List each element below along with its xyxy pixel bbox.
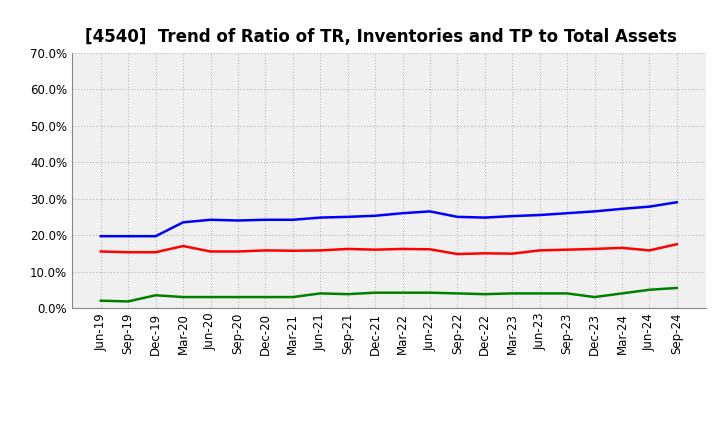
Trade Payables — [645, 287, 654, 293]
Trade Receivables — [151, 249, 160, 255]
Inventories — [261, 217, 270, 222]
Inventories — [426, 209, 434, 214]
Trade Receivables — [206, 249, 215, 254]
Trade Receivables — [371, 247, 379, 252]
Inventories — [289, 217, 297, 222]
Trade Receivables — [233, 249, 242, 254]
Inventories — [343, 214, 352, 220]
Trade Payables — [151, 293, 160, 298]
Inventories — [563, 211, 572, 216]
Line: Trade Receivables: Trade Receivables — [101, 244, 677, 254]
Trade Receivables — [343, 246, 352, 252]
Trade Payables — [508, 291, 516, 296]
Trade Receivables — [398, 246, 407, 252]
Trade Payables — [453, 291, 462, 296]
Inventories — [206, 217, 215, 222]
Inventories — [453, 214, 462, 220]
Trade Payables — [590, 294, 599, 300]
Trade Payables — [261, 294, 270, 300]
Inventories — [151, 234, 160, 239]
Trade Receivables — [480, 251, 489, 256]
Trade Payables — [206, 294, 215, 300]
Trade Payables — [124, 299, 132, 304]
Trade Payables — [316, 291, 325, 296]
Trade Payables — [96, 298, 105, 303]
Trade Receivables — [563, 247, 572, 252]
Trade Payables — [398, 290, 407, 295]
Inventories — [233, 218, 242, 223]
Trade Payables — [289, 294, 297, 300]
Trade Payables — [672, 285, 681, 290]
Inventories — [645, 204, 654, 209]
Line: Trade Payables: Trade Payables — [101, 288, 677, 301]
Inventories — [316, 215, 325, 220]
Trade Receivables — [96, 249, 105, 254]
Trade Payables — [233, 294, 242, 300]
Trade Receivables — [316, 248, 325, 253]
Trade Payables — [618, 291, 626, 296]
Trade Receivables — [672, 242, 681, 247]
Inventories — [672, 200, 681, 205]
Line: Inventories: Inventories — [101, 202, 677, 236]
Trade Receivables — [426, 247, 434, 252]
Trade Receivables — [618, 245, 626, 250]
Inventories — [371, 213, 379, 218]
Trade Payables — [563, 291, 572, 296]
Trade Receivables — [645, 248, 654, 253]
Inventories — [508, 213, 516, 219]
Trade Receivables — [453, 251, 462, 257]
Text: [4540]  Trend of Ratio of TR, Inventories and TP to Total Assets: [4540] Trend of Ratio of TR, Inventories… — [85, 28, 677, 46]
Trade Receivables — [124, 249, 132, 255]
Trade Payables — [343, 292, 352, 297]
Trade Payables — [179, 294, 187, 300]
Trade Payables — [536, 291, 544, 296]
Trade Payables — [371, 290, 379, 295]
Inventories — [96, 234, 105, 239]
Trade Receivables — [179, 243, 187, 249]
Inventories — [179, 220, 187, 225]
Inventories — [590, 209, 599, 214]
Trade Receivables — [261, 248, 270, 253]
Trade Receivables — [536, 248, 544, 253]
Inventories — [124, 234, 132, 239]
Trade Receivables — [508, 251, 516, 257]
Inventories — [618, 206, 626, 212]
Trade Receivables — [289, 248, 297, 253]
Trade Payables — [426, 290, 434, 295]
Inventories — [398, 211, 407, 216]
Inventories — [536, 213, 544, 218]
Inventories — [480, 215, 489, 220]
Trade Payables — [480, 292, 489, 297]
Trade Receivables — [590, 246, 599, 252]
